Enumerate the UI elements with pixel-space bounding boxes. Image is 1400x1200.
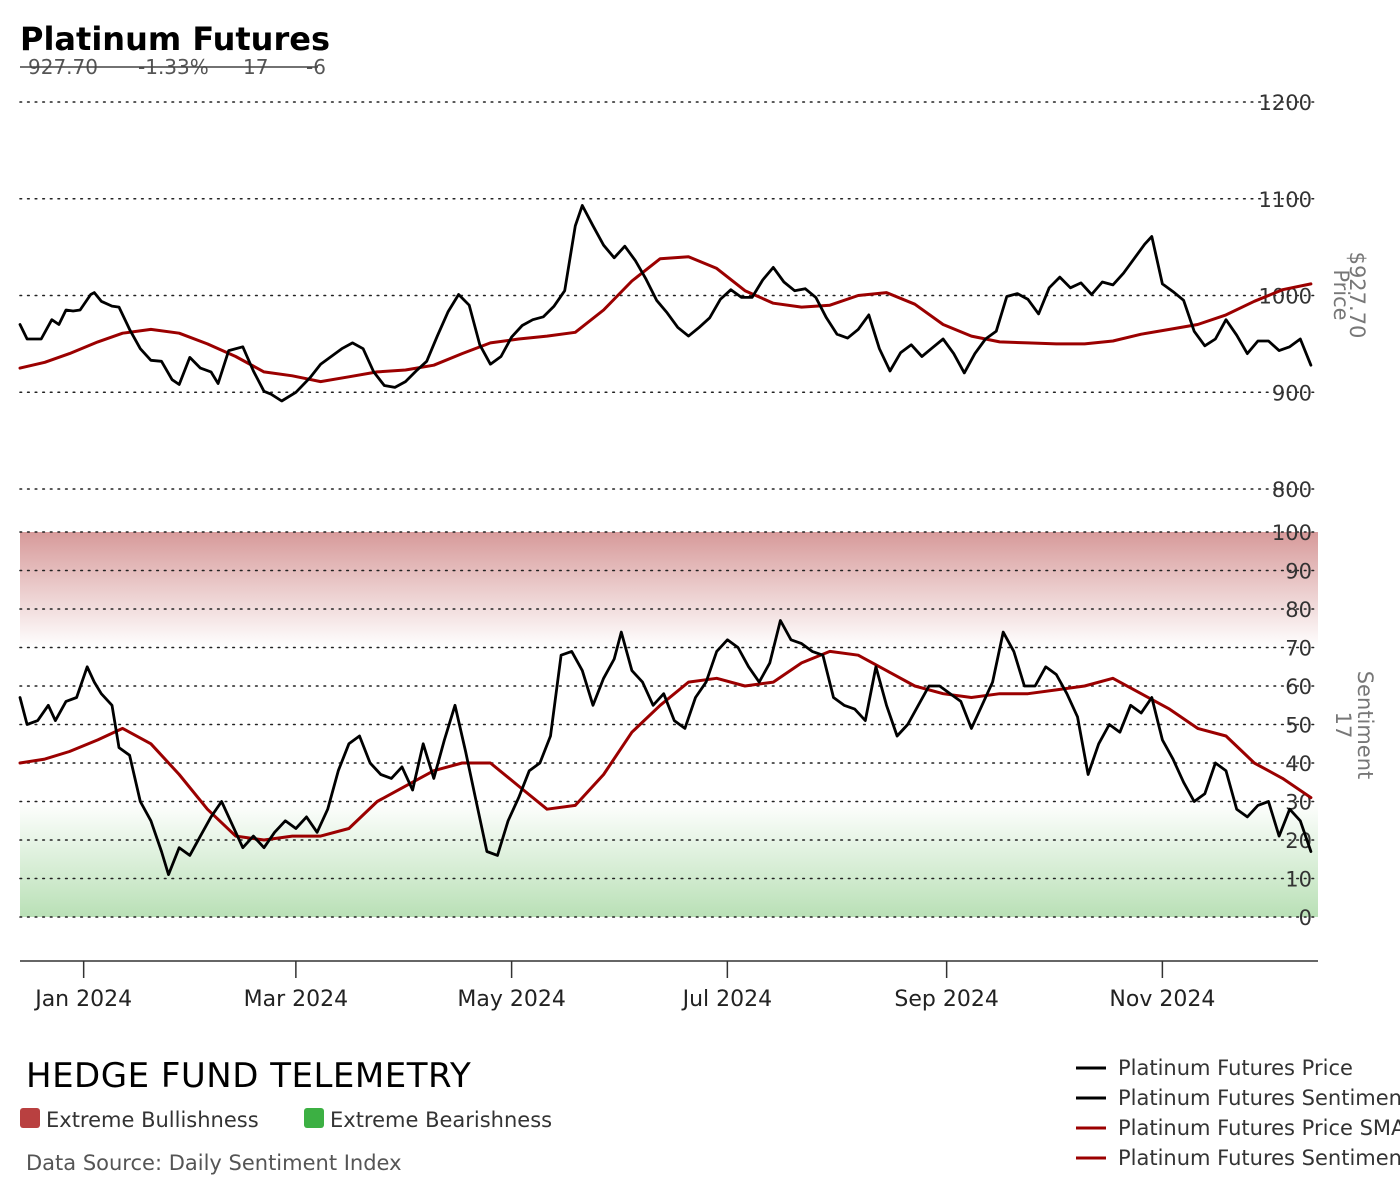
data-source: Data Source: Daily Sentiment Index [26,1151,402,1175]
extreme-bearishness-swatch [304,1108,324,1128]
sentiment-tick-label: 50 [1285,714,1312,738]
legend-item-sentiment[interactable]: Platinum Futures Sentiment [1076,1086,1400,1110]
x-tick-label: May 2024 [457,987,565,1012]
price-axis-title: Price [1329,269,1353,320]
extreme-bullishness-band [20,532,1318,648]
extreme-bearishness-label: Extreme Bearishness [330,1108,552,1132]
series-layer [18,204,1313,876]
sentiment-tick-label: 70 [1285,637,1312,661]
sentiment-tick-label: 90 [1285,560,1312,584]
legend-label-sentiment: Platinum Futures Sentiment [1118,1086,1400,1110]
sentiment-axis-title: Sentiment [1353,671,1377,780]
x-tick-label: Jul 2024 [681,987,773,1012]
brand-name: HEDGE FUND TELEMETRY [26,1056,471,1096]
legend-item-sentiment-sma[interactable]: Platinum Futures Sentiment SMA [1076,1146,1400,1170]
sentiment-tick-label: 40 [1285,752,1312,776]
chart-title: Platinum Futures [20,20,330,58]
x-tick-label: Jan 2024 [33,987,132,1012]
legend-item-price-sma[interactable]: Platinum Futures Price SMA [1076,1116,1400,1140]
price-tick-label: 1100 [1259,188,1312,212]
legend-label-price-sma: Platinum Futures Price SMA [1118,1116,1400,1140]
price-tick-label: 900 [1272,381,1312,405]
price-line [18,204,1313,403]
legend-label-price: Platinum Futures Price [1118,1056,1353,1080]
price-tick-label: 1200 [1259,91,1312,115]
sentiment-tick-label: 10 [1285,868,1312,892]
legend-item-price[interactable]: Platinum Futures Price [1076,1056,1353,1080]
grid-layer [19,101,1319,918]
price-current-value: $927.70 [1345,252,1369,339]
sentiment-tick-label: 100 [1272,521,1312,545]
x-axis-ticks: Jan 2024 Mar 2024 May 2024 Jul 2024 Sep 2024… [33,961,1215,1012]
extreme-bullishness-swatch [20,1108,40,1128]
x-tick-label: Mar 2024 [244,987,349,1012]
price-sma-line [18,255,1313,384]
x-tick-label: Sep 2024 [894,987,998,1012]
price-tick-label: 800 [1272,478,1312,502]
zone-key: Extreme Bullishness Extreme Bearishness [20,1108,552,1132]
legend-label-sentiment-sma: Platinum Futures Sentiment SMA [1118,1146,1400,1170]
legend: Platinum Futures Price Platinum Futures … [1076,1056,1400,1170]
x-tick-label: Nov 2024 [1109,987,1215,1012]
sentiment-tick-label: 60 [1285,675,1312,699]
extreme-bullishness-label: Extreme Bullishness [46,1108,259,1132]
extreme-bearishness-band [20,801,1318,917]
sentiment-sma-line [18,649,1313,842]
sentiment-line [18,619,1313,876]
header-stats: 927.70 -1.33% 17 -6 [20,55,326,79]
sentiment-tick-label: 0 [1299,906,1312,930]
sentiment-current-value: 17 [1331,712,1355,739]
sentiment-tick-label: 80 [1285,598,1312,622]
